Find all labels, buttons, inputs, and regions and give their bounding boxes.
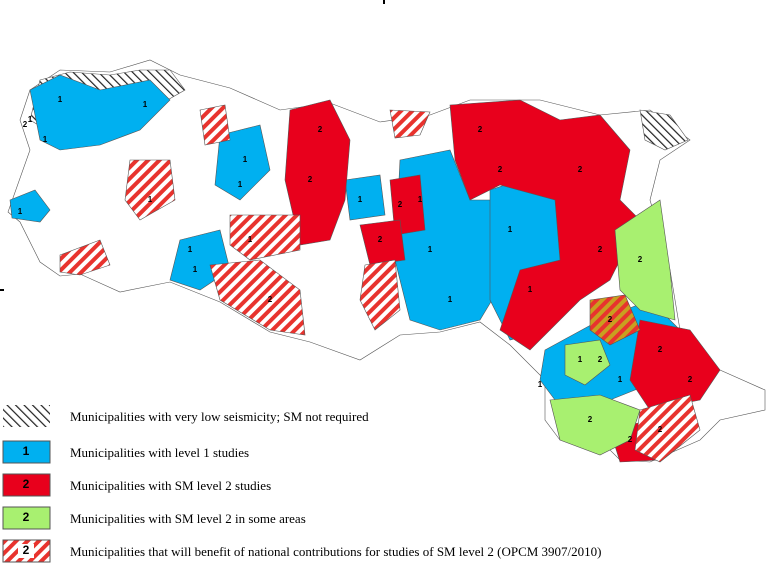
map-label: 2 bbox=[608, 315, 613, 324]
map-label: 1 bbox=[18, 207, 23, 216]
legend-swatch bbox=[3, 405, 50, 427]
map-label: 2 bbox=[378, 235, 383, 244]
map-label: 1 bbox=[508, 225, 513, 234]
map-label: 1 bbox=[538, 380, 543, 389]
map-label: 1 bbox=[43, 135, 48, 144]
level2-area bbox=[629, 319, 721, 411]
map-label: 1 bbox=[248, 235, 253, 244]
national-contrib-area bbox=[389, 109, 431, 139]
map-label: 1 bbox=[243, 155, 248, 164]
map-label: 2 bbox=[398, 200, 403, 209]
level2-national-area bbox=[589, 294, 641, 346]
level1-area bbox=[214, 124, 271, 201]
map-label: 1 bbox=[28, 115, 33, 124]
map-label: 2 bbox=[658, 345, 663, 354]
map-label: 1 bbox=[418, 195, 423, 204]
level1-area bbox=[29, 74, 171, 151]
level2-some-area bbox=[549, 394, 641, 456]
legend-symbol-bg bbox=[18, 544, 34, 558]
level2-area bbox=[449, 99, 641, 351]
legend-swatch bbox=[2, 440, 51, 464]
map-label: 2 bbox=[478, 125, 483, 134]
map-label: 2 bbox=[628, 435, 633, 444]
legend-swatch bbox=[2, 506, 51, 530]
map-label: 1 bbox=[238, 180, 243, 189]
level2-area bbox=[359, 219, 406, 266]
map-label: 1 bbox=[578, 355, 583, 364]
national-contrib-area bbox=[229, 214, 301, 261]
legend-symbol: 2 bbox=[23, 477, 30, 491]
map-label: 2 bbox=[268, 295, 273, 304]
legend-symbol: 2 bbox=[23, 543, 30, 557]
map-label: 2 bbox=[658, 425, 663, 434]
map-label: 1 bbox=[193, 265, 198, 274]
map-label: 1 bbox=[448, 295, 453, 304]
map-label: 2 bbox=[638, 255, 643, 264]
legend-text: Municipalities with SM level 2 in some a… bbox=[70, 511, 306, 526]
level2-some-area bbox=[564, 339, 611, 386]
map-label: 2 bbox=[318, 125, 323, 134]
map-label: 1 bbox=[528, 285, 533, 294]
map-label: 1 bbox=[358, 195, 363, 204]
legend-swatch bbox=[2, 473, 51, 497]
level2-area bbox=[284, 99, 351, 246]
legend-text: Municipalities with SM level 2 studies bbox=[70, 478, 271, 493]
legend-text: Municipalities with very low seismicity;… bbox=[70, 409, 369, 424]
map-label: 1 bbox=[618, 375, 623, 384]
very-low-area bbox=[639, 109, 689, 151]
legend-text: Municipalities with level 1 studies bbox=[70, 445, 249, 460]
legend-text: Municipalities that will benefit of nati… bbox=[70, 544, 602, 559]
legend-symbol: 1 bbox=[23, 444, 30, 458]
legend-symbol: 2 bbox=[23, 510, 30, 524]
map-label: 1 bbox=[143, 100, 148, 109]
map-label: 2 bbox=[598, 245, 603, 254]
level2-some-area bbox=[614, 199, 676, 321]
map-label: 2 bbox=[688, 375, 693, 384]
map-label: 2 bbox=[308, 175, 313, 184]
map-label: 2 bbox=[23, 120, 28, 129]
national-contrib-area bbox=[59, 239, 111, 276]
map-label: 2 bbox=[598, 355, 603, 364]
map-label: 1 bbox=[58, 95, 63, 104]
map-label: 1 bbox=[148, 195, 153, 204]
level1-area bbox=[9, 189, 51, 223]
legend: Municipalities with very low seismicity;… bbox=[2, 405, 602, 563]
national-contrib-area bbox=[124, 159, 176, 221]
map-label: 2 bbox=[498, 165, 503, 174]
national-contrib-area bbox=[359, 259, 401, 331]
map-label: 1 bbox=[428, 245, 433, 254]
level1-area bbox=[344, 174, 386, 221]
map-label: 1 bbox=[188, 245, 193, 254]
map-label: 2 bbox=[578, 165, 583, 174]
national-contrib-area bbox=[199, 104, 231, 146]
national-contrib-area bbox=[209, 259, 306, 336]
map-label: 2 bbox=[588, 415, 593, 424]
region-map bbox=[7, 59, 766, 463]
national-contrib-area bbox=[634, 394, 701, 463]
